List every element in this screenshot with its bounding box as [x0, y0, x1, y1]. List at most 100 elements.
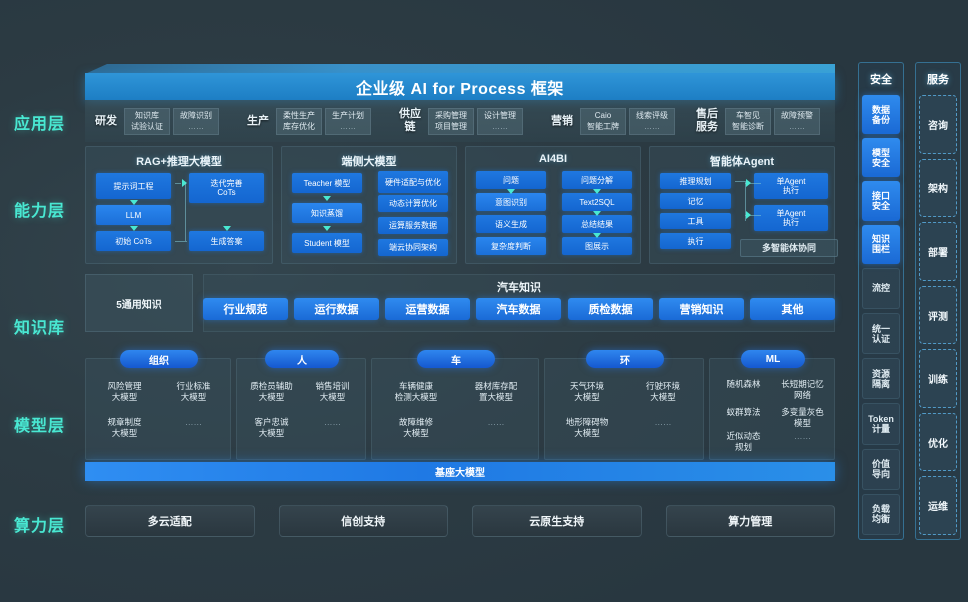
service-item[interactable]: 训练 [919, 349, 957, 408]
app-capability-cell[interactable]: 采购管理 项目管理 [428, 107, 474, 135]
service-item[interactable]: 优化 [919, 412, 957, 472]
compute-item[interactable]: 多云适配 [85, 505, 255, 537]
model-item[interactable]: …… [185, 417, 202, 427]
service-item[interactable]: 架构 [919, 158, 957, 218]
capability-node[interactable]: 执行 [660, 233, 731, 249]
security-item[interactable]: 资源 隔离 [862, 358, 900, 400]
security-item[interactable]: 流控 [862, 267, 900, 310]
multi-agent-collab-label[interactable]: 多智能体协同 [740, 239, 838, 257]
service-item[interactable]: 部署 [919, 222, 957, 281]
app-group-name: 营销 [551, 114, 573, 127]
capability-node[interactable]: 端云协同架构 [378, 239, 448, 256]
knowledge-chip[interactable]: 质检数据 [568, 298, 653, 320]
knowledge-chip[interactable]: 运行数据 [294, 298, 379, 320]
capability-node[interactable]: 动态计算优化 [378, 195, 448, 212]
capability-node[interactable]: 迭代完善 CoTs [189, 173, 264, 203]
app-capability-cell[interactable]: 车智见 智能诊断 [725, 107, 771, 135]
capability-node[interactable]: 生成答案 [189, 231, 264, 251]
capability-node[interactable]: 总结结果 [562, 215, 632, 233]
app-capability-cell[interactable]: Caio 智能工牌 [580, 107, 626, 135]
model-item[interactable]: 客户忠诚 大模型 [254, 417, 289, 438]
connector-line [175, 183, 181, 184]
capability-node[interactable]: 推理规划 [660, 173, 731, 189]
capability-node[interactable]: Student 模型 [292, 233, 362, 253]
knowledge-chip[interactable]: 运营数据 [385, 298, 470, 320]
app-capability-cell[interactable]: 知识库 试验认证 [124, 107, 170, 135]
model-item[interactable]: 随机森林 [726, 379, 761, 389]
app-capability-cell[interactable]: 故障预警…… [774, 107, 820, 135]
compute-item[interactable]: 算力管理 [665, 505, 835, 537]
model-item[interactable]: 近似动态 规划 [726, 431, 761, 452]
app-capability-cell[interactable]: 柔性生产 库存优化 [276, 107, 322, 135]
general-knowledge-panel[interactable]: 5通用知识 [85, 274, 193, 332]
capability-node[interactable]: 运算服务数据 [378, 217, 448, 234]
security-item[interactable]: 负载 均衡 [862, 493, 900, 536]
model-item[interactable]: 地形障碍物 大模型 [565, 417, 609, 438]
security-item[interactable]: 知识 围栏 [862, 224, 900, 264]
model-item[interactable]: 车辆健康 检测大模型 [394, 381, 438, 402]
capability-node[interactable]: 问题 [476, 171, 546, 189]
app-capability-label: 库存优化 [283, 121, 315, 131]
app-capability-cell[interactable]: 线索评级…… [629, 107, 675, 135]
capability-node[interactable]: 单Agent 执行 [754, 173, 828, 199]
model-item[interactable]: 蚁群算法 [726, 407, 761, 417]
capability-node[interactable]: 图展示 [562, 237, 632, 255]
capability-node[interactable]: 单Agent 执行 [754, 205, 828, 231]
model-item[interactable]: …… [324, 417, 341, 427]
security-item[interactable]: Token 计量 [862, 403, 900, 445]
app-capability-cell[interactable]: 设计管理…… [477, 107, 523, 135]
capability-node[interactable]: 知识蒸馏 [292, 203, 362, 223]
model-item[interactable]: 天气环境 大模型 [569, 381, 604, 402]
capability-node[interactable]: LLM [96, 205, 171, 225]
knowledge-chip[interactable]: 营销知识 [659, 298, 744, 320]
service-item[interactable]: 咨询 [919, 95, 957, 154]
model-group-pill[interactable]: 组织 [120, 350, 198, 368]
model-item[interactable]: …… [487, 417, 505, 427]
security-item[interactable]: 价值 导向 [862, 448, 900, 490]
knowledge-chip[interactable]: 行业规范 [203, 298, 288, 320]
knowledge-chip[interactable]: 其他 [750, 298, 835, 320]
model-item[interactable]: 行业标准 大模型 [176, 381, 211, 402]
capability-node[interactable]: 意图识别 [476, 193, 546, 211]
capability-node[interactable]: 问题分解 [562, 171, 632, 189]
banner-body: 企业级 AI for Process 框架 [85, 73, 835, 100]
capability-node[interactable]: 硬件适配与优化 [378, 171, 448, 193]
app-capability-label: 智能工牌 [587, 121, 619, 131]
capability-node[interactable]: 工具 [660, 213, 731, 229]
model-item[interactable]: 行驶环境 大模型 [645, 381, 680, 402]
service-item[interactable]: 运维 [919, 476, 957, 536]
knowledge-chip[interactable]: 汽车数据 [476, 298, 561, 320]
model-item[interactable]: 多变量灰色 模型 [781, 407, 824, 428]
model-item[interactable]: 规章制度 大模型 [107, 417, 142, 438]
model-item[interactable]: 器材库存配 置大模型 [474, 381, 518, 402]
model-item[interactable]: 长短期记忆 网络 [781, 379, 824, 400]
security-item[interactable]: 模型 安全 [862, 138, 900, 178]
capability-node[interactable]: 提示词工程 [96, 173, 171, 199]
compute-item[interactable]: 信创支持 [278, 505, 448, 537]
service-item[interactable]: 评测 [919, 285, 957, 345]
capability-node[interactable]: Teacher 模型 [292, 173, 362, 193]
model-item[interactable]: 风险管理 大模型 [107, 381, 142, 402]
flow-arrow-right-icon [746, 179, 751, 187]
capability-node[interactable]: 语义生成 [476, 215, 546, 233]
model-group-pill[interactable]: 人 [265, 350, 339, 368]
security-item[interactable]: 数据 备份 [862, 95, 900, 135]
model-item[interactable]: …… [794, 431, 811, 441]
capability-node[interactable]: 复杂度判断 [476, 237, 546, 255]
model-item[interactable]: 故障维修 大模型 [398, 417, 433, 438]
security-item[interactable]: 接口 安全 [862, 181, 900, 221]
model-group-pill[interactable]: 车 [417, 350, 495, 368]
capability-node[interactable]: 记忆 [660, 193, 731, 209]
security-item[interactable]: 统一 认证 [862, 313, 900, 355]
model-group-pill[interactable]: ML [741, 350, 805, 368]
app-capability-cell[interactable]: 故障识别…… [173, 107, 219, 135]
capability-node[interactable]: Text2SQL [562, 193, 632, 211]
compute-item[interactable]: 云原生支持 [472, 505, 642, 537]
model-item[interactable]: 质检员辅助 大模型 [250, 381, 293, 402]
model-group-pill[interactable]: 环 [586, 350, 664, 368]
model-item[interactable]: …… [654, 417, 672, 427]
model-item[interactable]: 销售培训 大模型 [315, 381, 350, 402]
capability-node[interactable]: 初始 CoTs [96, 231, 171, 251]
app-capability-label: 故障识别 [180, 110, 212, 120]
app-capability-cell[interactable]: 生产计划…… [325, 107, 371, 135]
